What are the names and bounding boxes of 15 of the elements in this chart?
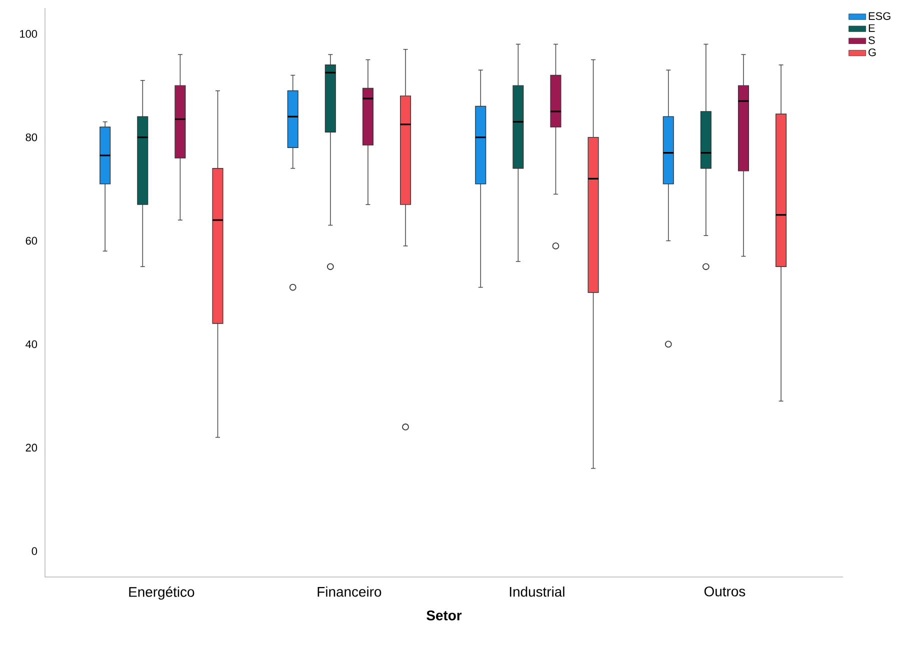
x-tick-label: Financeiro [318, 586, 382, 597]
x-tick-label: Outros [704, 586, 746, 596]
y-tick-label: 60 [26, 236, 38, 245]
legend-label: E [868, 24, 875, 32]
y-tick-label: 80 [26, 133, 38, 142]
y-tick-label: 40 [26, 340, 38, 348]
y-tick-label: 20 [26, 444, 38, 452]
legend-label: S [868, 36, 875, 44]
x-tick-label: Energético [129, 586, 194, 600]
legend-label: ESG [868, 12, 890, 20]
x-axis-title: Setor [426, 610, 462, 620]
legend-label: G [868, 48, 876, 56]
y-tick-label: 100 [20, 30, 38, 38]
x-tick-label: Industrial [510, 586, 564, 597]
y-tick-label: 0 [32, 547, 38, 556]
